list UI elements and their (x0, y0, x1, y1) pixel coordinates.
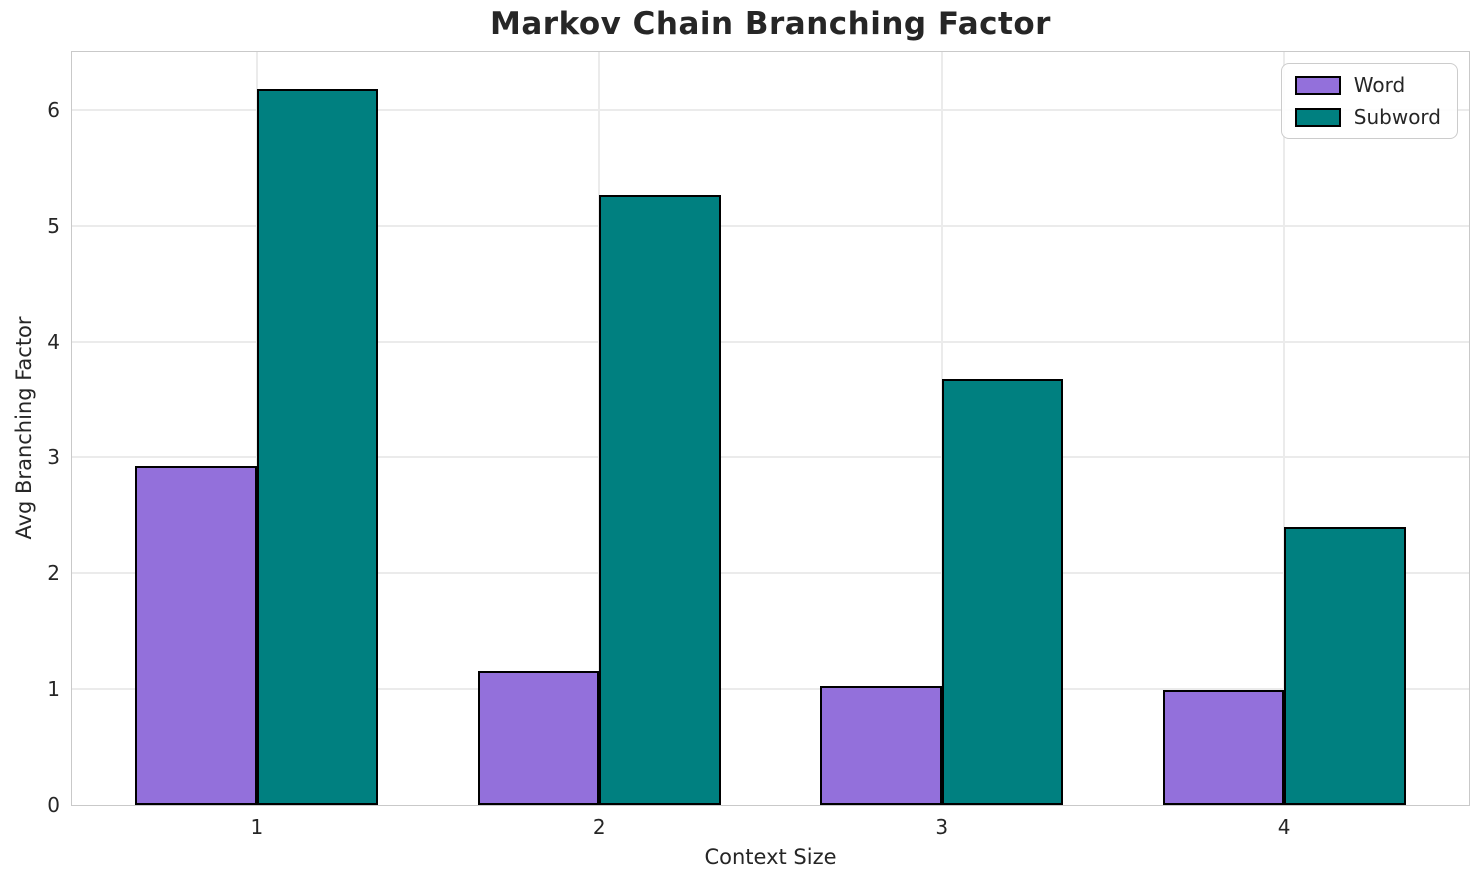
legend-label-word: Word (1353, 73, 1406, 97)
y-tick-1: 1 (47, 677, 60, 702)
bar-word-context-3 (820, 685, 942, 805)
bar-word-context-4 (1162, 690, 1285, 805)
y-tick-0: 0 (47, 793, 60, 817)
x-axis-label: Context Size (704, 845, 837, 869)
x-tick-2: 2 (592, 815, 606, 839)
gridline-h-5 (72, 224, 1469, 227)
y-tick-5: 5 (47, 213, 60, 238)
gridline-v-4 (1283, 52, 1286, 805)
bar-subword-context-3 (941, 378, 1064, 805)
legend: Word Subword (1280, 63, 1458, 139)
y-tick-3: 3 (47, 445, 60, 470)
x-tick-4: 4 (1277, 815, 1291, 839)
bar-subword-context-4 (1284, 526, 1406, 805)
x-tick-3: 3 (935, 815, 949, 839)
y-tick-2: 2 (47, 561, 60, 586)
plot-area: 0 1 2 3 4 5 6 1 2 3 4 Word Subword (47, 51, 1470, 839)
y-tick-6: 6 (47, 97, 60, 122)
y-tick-4: 4 (47, 329, 60, 354)
legend-label-subword: Subword (1353, 105, 1441, 129)
bar-subword-context-2 (599, 194, 721, 805)
gridline-h-2 (72, 572, 1469, 575)
bar-subword-context-1 (256, 89, 379, 805)
legend-item-word: Word (1294, 73, 1441, 97)
legend-item-subword: Subword (1294, 105, 1441, 129)
gridline-h-6 (72, 108, 1469, 111)
bar-word-context-2 (477, 670, 600, 805)
chart-title: Markov Chain Branching Factor (490, 6, 1051, 42)
subword-swatch (1294, 107, 1341, 127)
bar-word-context-1 (135, 465, 257, 805)
gridline-h-3 (72, 456, 1469, 459)
gridline-h-1 (72, 688, 1469, 691)
word-swatch (1294, 75, 1341, 95)
gridline-h-4 (72, 340, 1469, 343)
x-tick-1: 1 (250, 815, 264, 839)
